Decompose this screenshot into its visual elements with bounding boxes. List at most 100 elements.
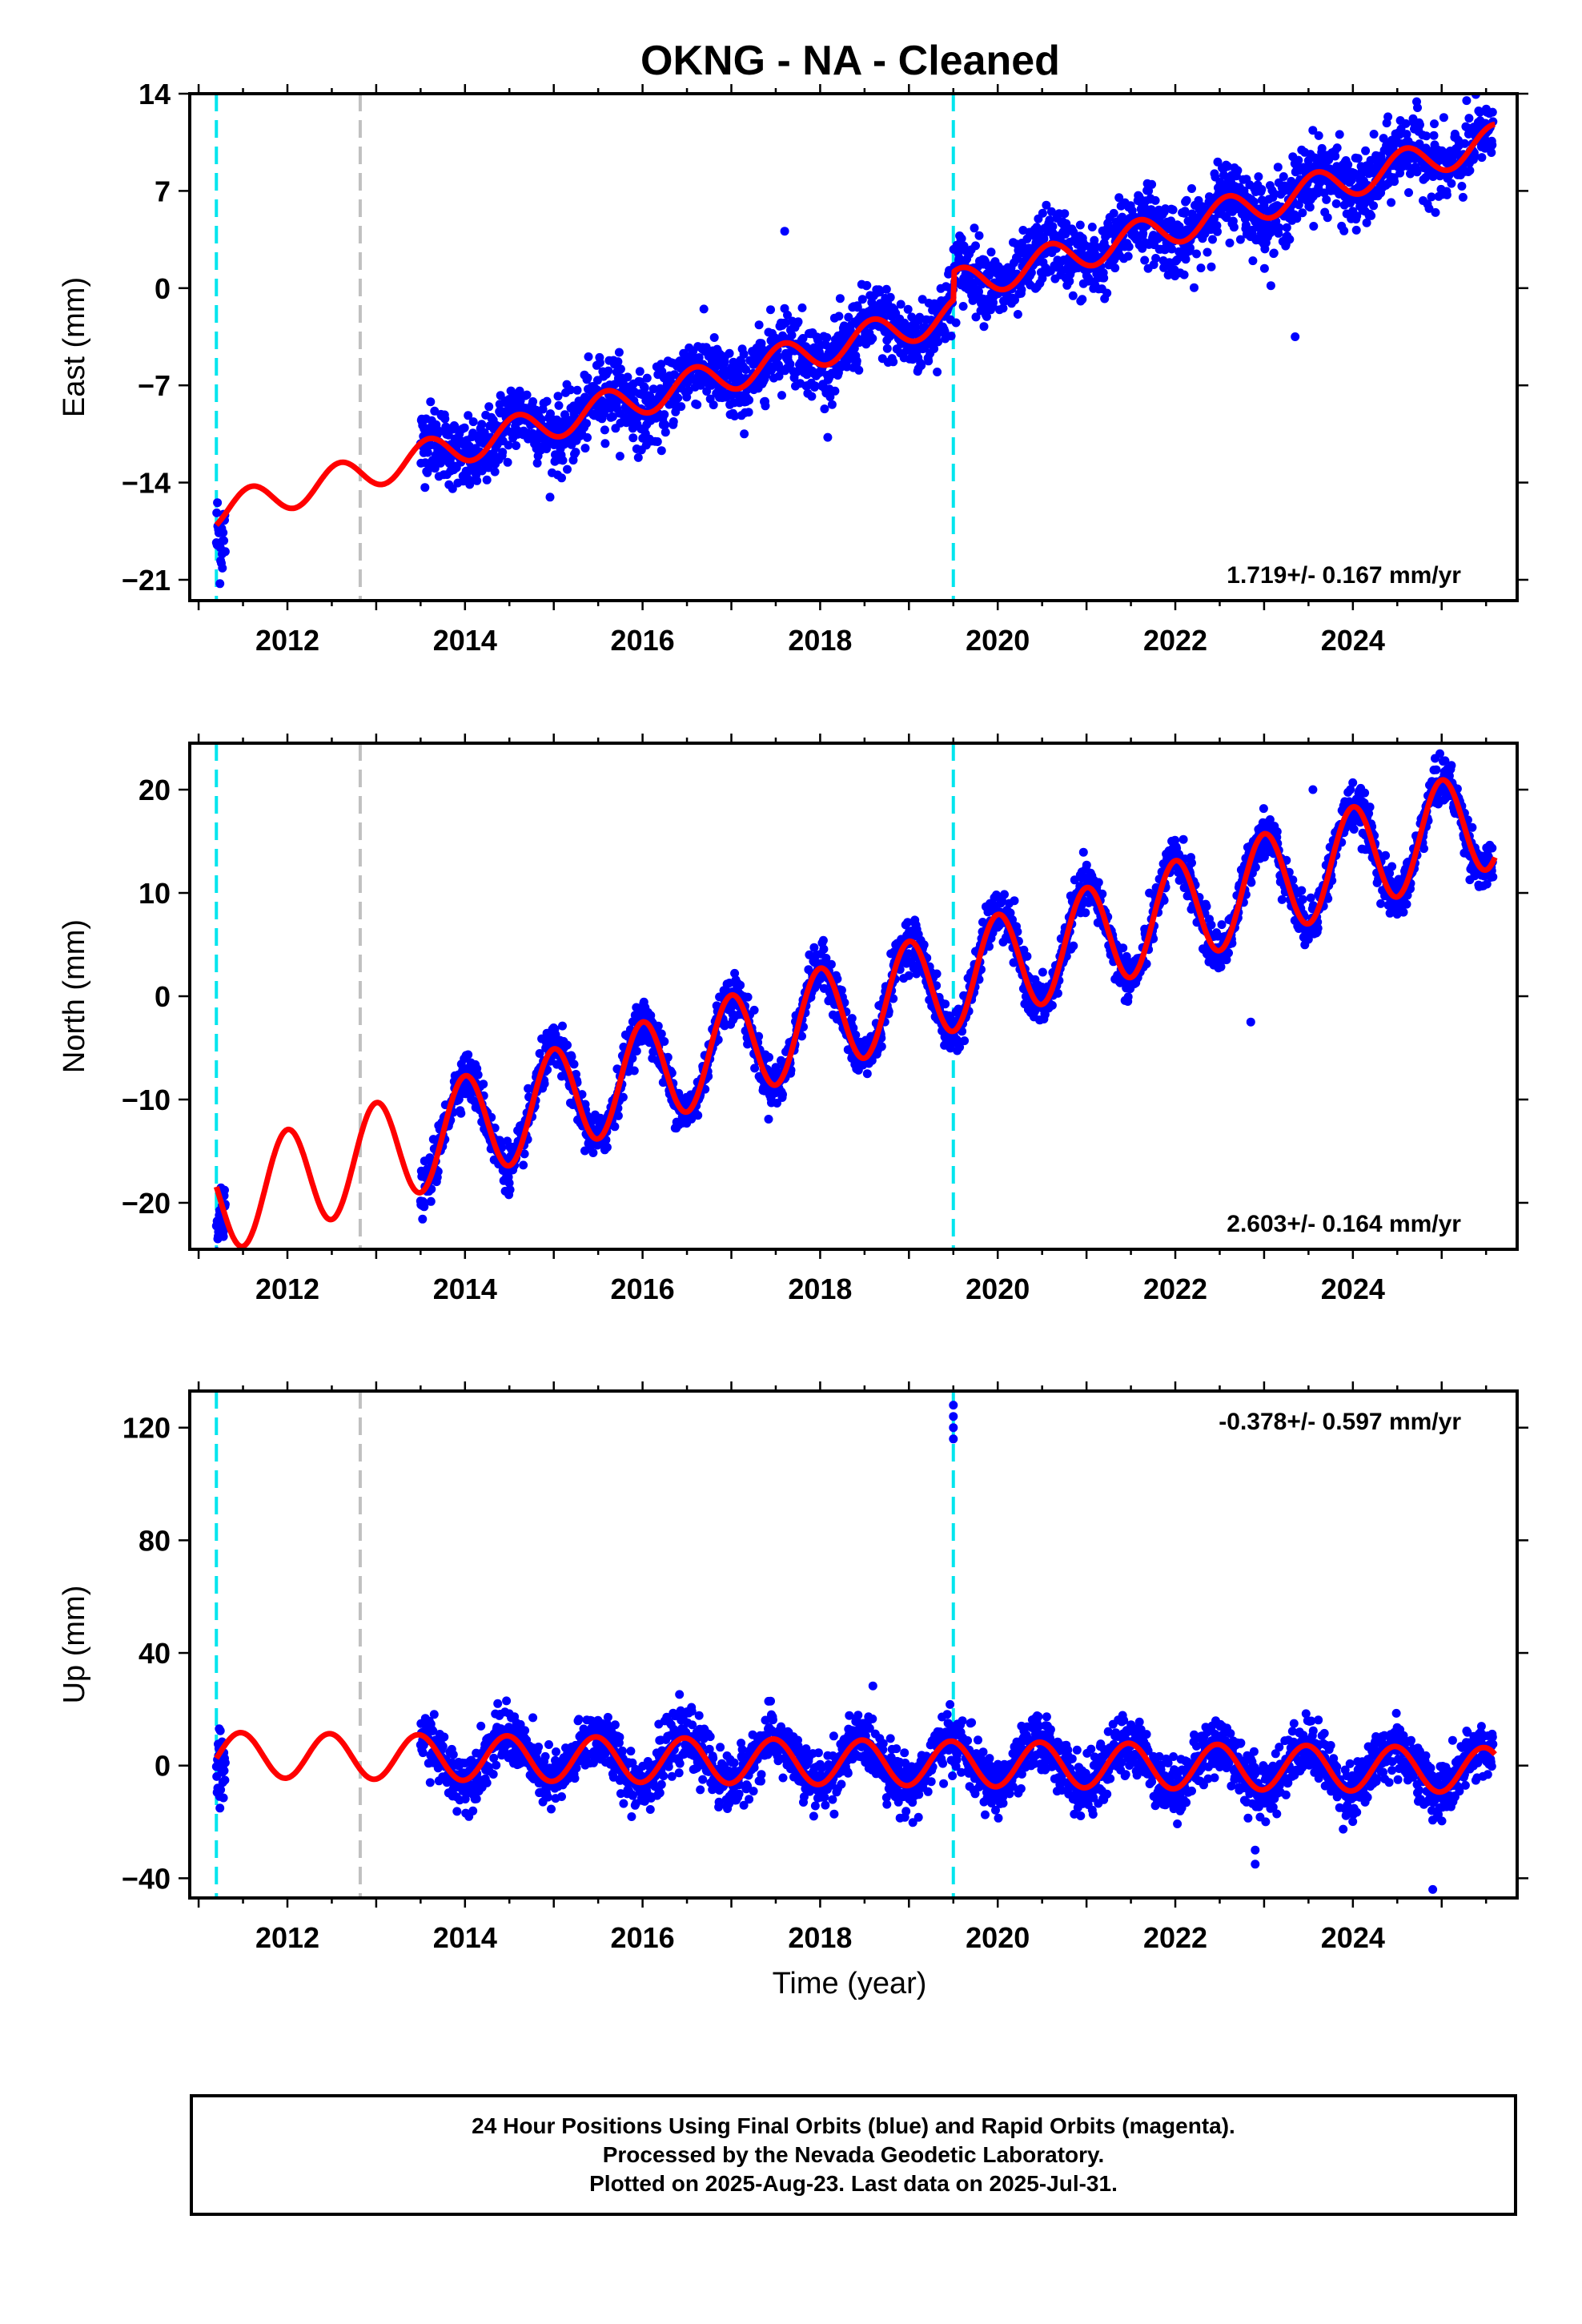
north-point	[426, 1196, 436, 1206]
east-point	[725, 348, 734, 358]
east-point	[1430, 119, 1439, 129]
east-point	[558, 456, 568, 465]
north-point	[1022, 951, 1032, 961]
east-point	[1038, 274, 1047, 283]
east-model-line	[214, 121, 1497, 527]
east-point	[460, 423, 469, 432]
east-point	[584, 352, 593, 361]
north-point	[629, 1066, 639, 1076]
east-point	[656, 446, 666, 456]
east-point	[1383, 112, 1393, 122]
east-point	[557, 473, 566, 483]
east-y-tick-label: 7	[155, 175, 171, 207]
north-point	[1207, 920, 1216, 930]
east-point	[1068, 291, 1078, 300]
east-point	[1292, 214, 1302, 223]
east-point	[1017, 285, 1026, 295]
east-point	[1254, 172, 1263, 182]
east-point	[842, 362, 852, 372]
east-point	[740, 429, 749, 439]
east-point	[982, 312, 991, 321]
east-point	[834, 312, 844, 321]
east-early-point	[212, 508, 222, 517]
north-point	[1202, 902, 1211, 911]
east-point	[640, 383, 649, 392]
east-point	[572, 385, 582, 395]
east-point	[512, 441, 521, 450]
north-point	[743, 992, 753, 1002]
north-point	[479, 1080, 488, 1089]
east-point	[1332, 143, 1342, 153]
north-point	[1069, 941, 1078, 951]
east-point	[1048, 222, 1058, 231]
east-point	[600, 425, 609, 435]
east-point	[1305, 203, 1315, 212]
east-point	[1249, 197, 1259, 207]
east-point	[503, 457, 512, 467]
east-point	[1431, 207, 1440, 217]
east-point	[1487, 148, 1496, 157]
east-point	[1488, 140, 1497, 150]
north-point	[618, 1092, 628, 1102]
east-point	[849, 344, 859, 353]
east-point	[580, 444, 590, 453]
east-point	[934, 337, 943, 347]
east-point	[885, 292, 895, 302]
east-point	[1324, 155, 1334, 165]
east-point	[635, 367, 644, 376]
east-point	[933, 368, 942, 376]
east-point	[1462, 96, 1472, 106]
north-point	[932, 969, 942, 979]
east-point	[1309, 222, 1319, 231]
east-point	[1241, 220, 1251, 230]
east-point	[1294, 155, 1303, 165]
east-point	[1180, 207, 1190, 216]
east-point	[857, 295, 867, 304]
north-plot-area	[211, 743, 1498, 1249]
east-point	[660, 410, 669, 420]
east-point	[854, 365, 864, 375]
east-point	[435, 427, 444, 436]
north-early-point	[220, 1185, 229, 1195]
north-point	[520, 1149, 529, 1159]
east-point	[780, 304, 789, 313]
east-point	[745, 396, 754, 405]
east-point	[1190, 283, 1199, 292]
east-point	[793, 317, 803, 327]
east-point	[1424, 203, 1434, 213]
north-point	[847, 1014, 857, 1023]
north-point	[558, 1021, 567, 1031]
east-point	[1013, 310, 1022, 319]
east-point	[1213, 227, 1222, 236]
east-point	[1429, 131, 1439, 140]
east-point	[656, 360, 666, 369]
east-early-point	[219, 536, 229, 545]
east-point	[862, 280, 872, 290]
east-point	[1203, 247, 1212, 257]
east-point	[1060, 209, 1070, 219]
east-point	[694, 353, 704, 362]
east-point	[472, 476, 482, 485]
east-point	[528, 397, 538, 406]
east-point	[766, 305, 775, 315]
east-point	[669, 417, 678, 426]
east-y-tick-label: −7	[138, 369, 171, 402]
east-point	[1150, 195, 1160, 205]
east-point	[1151, 254, 1161, 263]
east-point	[946, 332, 956, 341]
east-point	[1270, 189, 1279, 199]
east-point	[613, 357, 623, 367]
east-point	[436, 458, 445, 468]
east-point	[693, 400, 702, 409]
east-point	[1460, 139, 1469, 148]
east-point	[1167, 244, 1177, 254]
east-x-tick-label: 2020	[966, 624, 1030, 657]
east-point	[569, 409, 579, 419]
north-early-point	[219, 1225, 229, 1235]
east-point	[1285, 235, 1295, 244]
east-point	[426, 397, 436, 407]
east-point	[642, 373, 652, 383]
north-point	[904, 971, 913, 980]
north-point	[826, 959, 836, 969]
east-point	[889, 357, 898, 367]
